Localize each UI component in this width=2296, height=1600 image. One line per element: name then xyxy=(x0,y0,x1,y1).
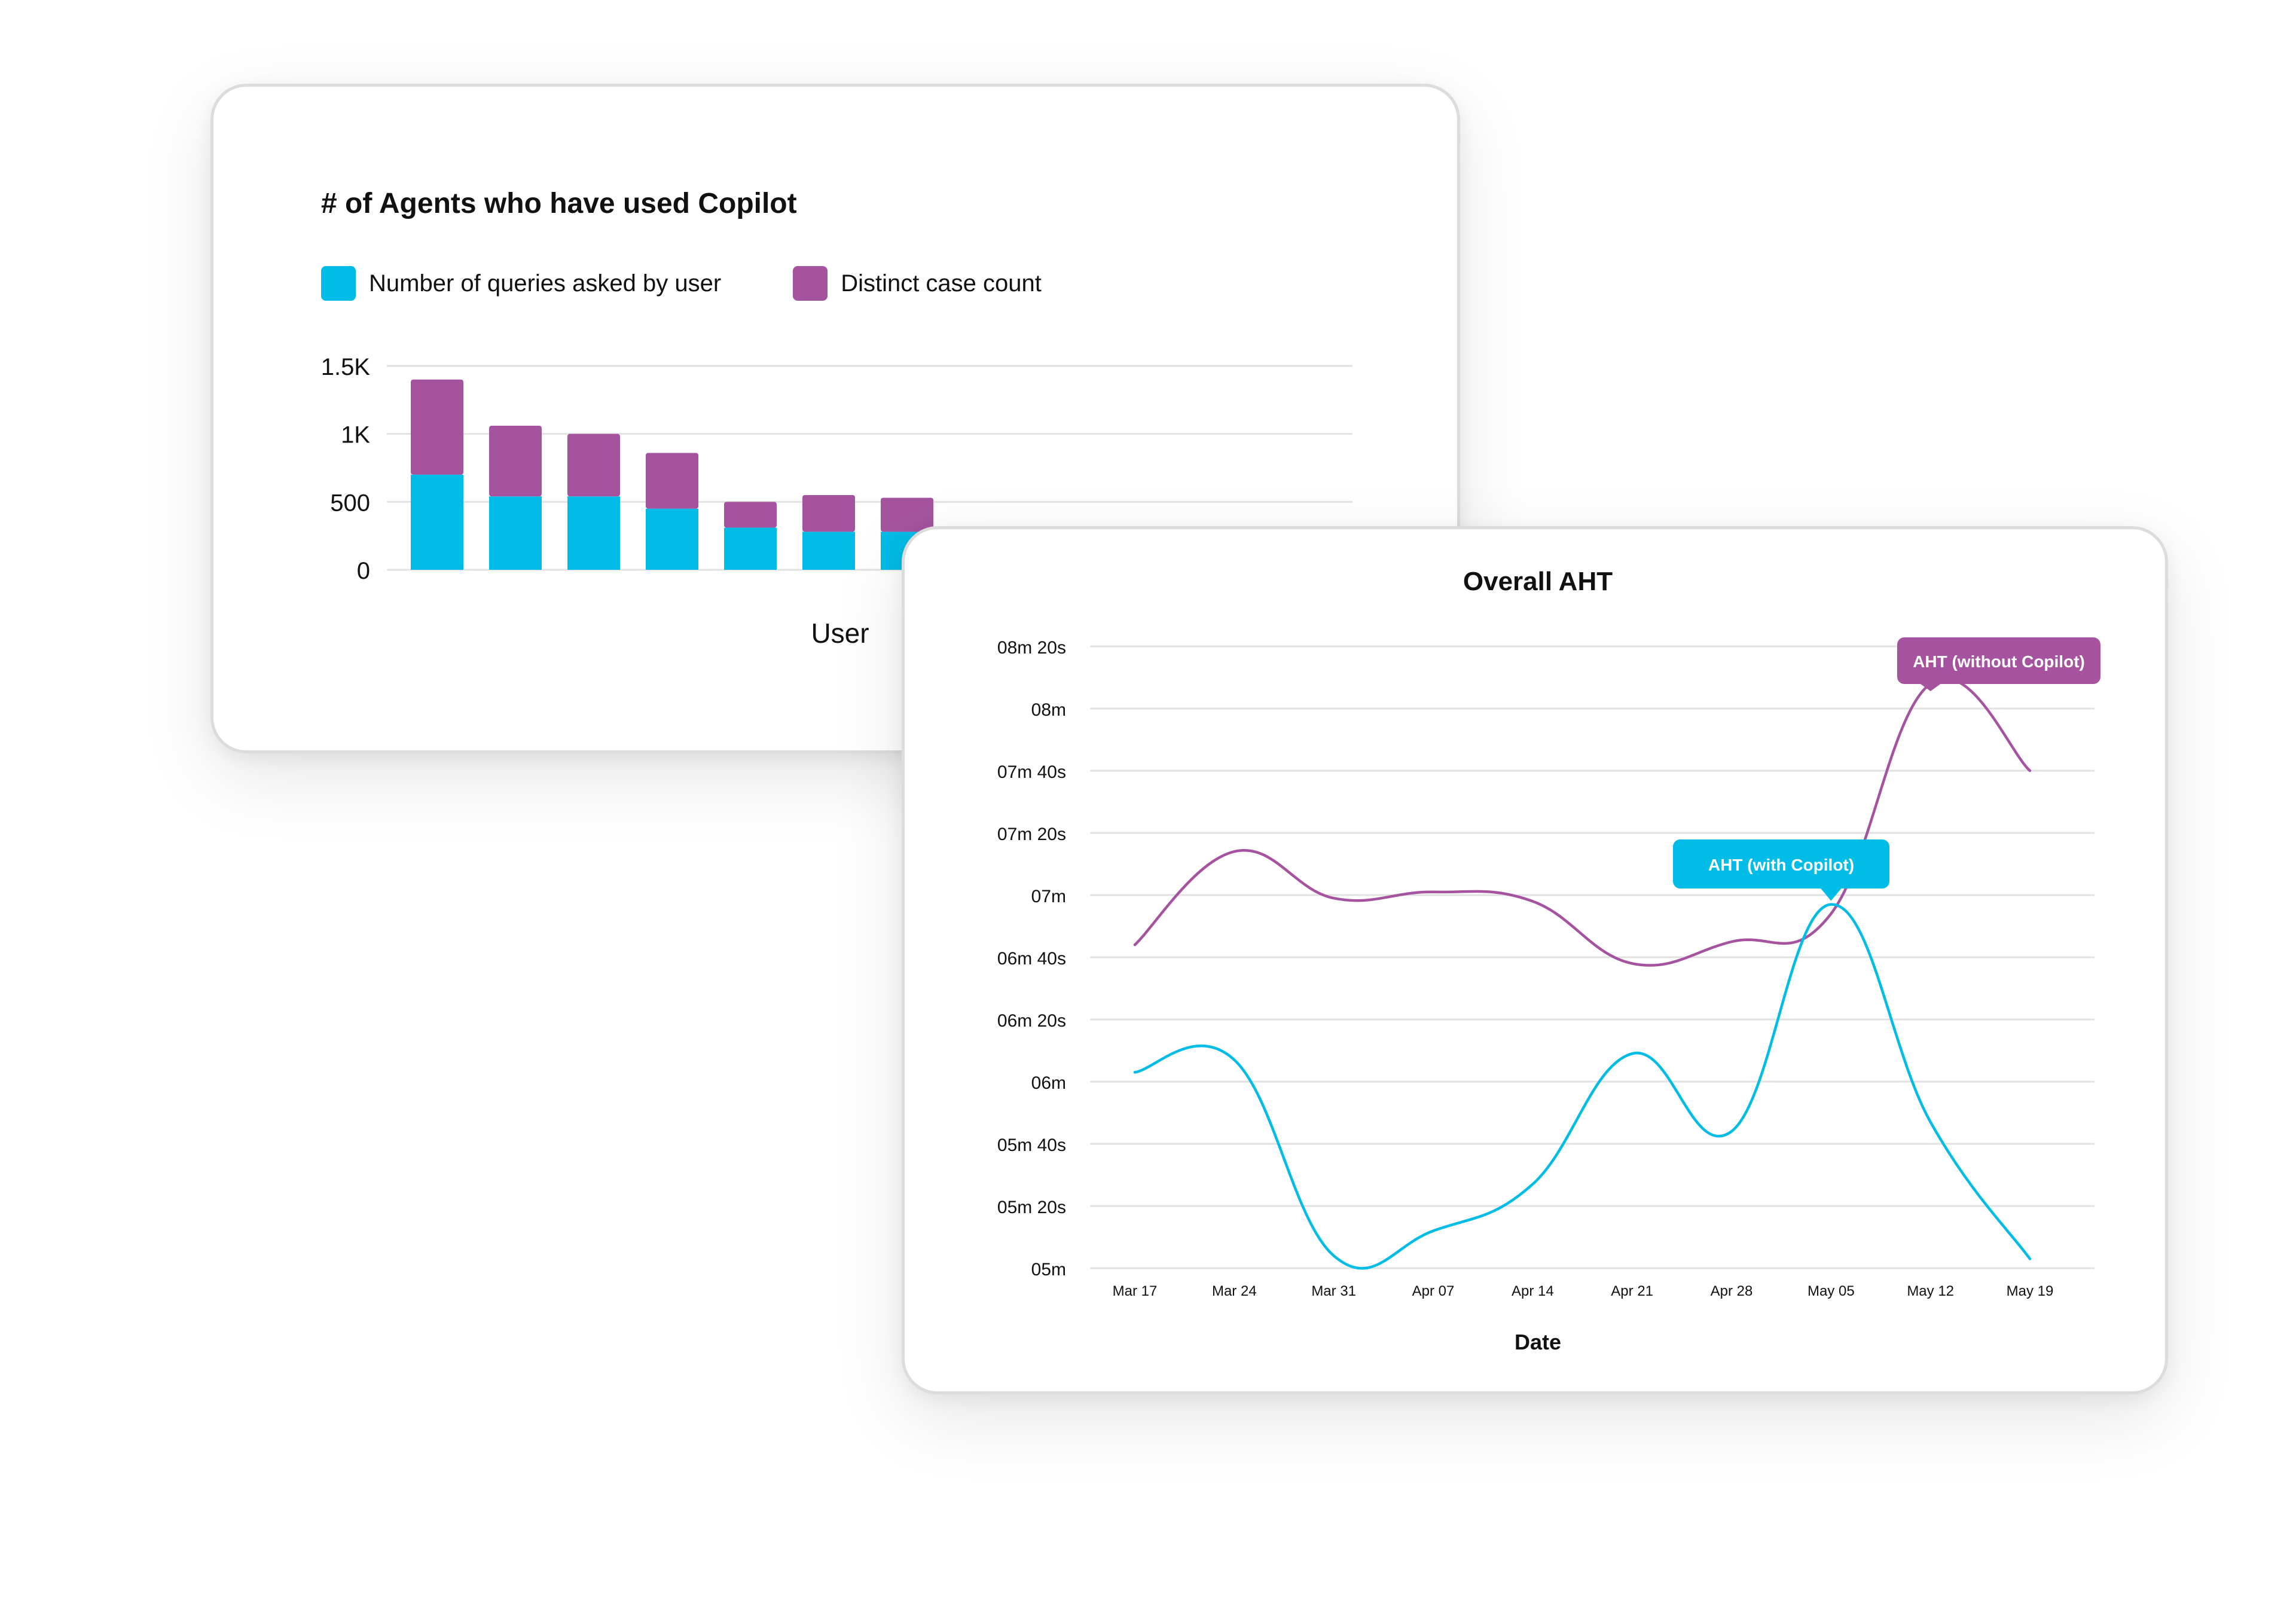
y-tick-label: 0 xyxy=(357,558,370,584)
bar-cases xyxy=(489,426,542,497)
y-tick-label: 07m 20s xyxy=(997,825,1066,844)
callout-with-copilot-box xyxy=(1673,839,1889,888)
y-tick-label: 500 xyxy=(330,490,370,516)
bar-queries xyxy=(411,474,463,570)
aht-chart-card: Overall AHT 05m 05m 20s 05m 40s 06m 06m 20s 06… xyxy=(902,526,2168,1394)
agents-chart-legend: Number of queries asked by user Distinct… xyxy=(321,266,1113,301)
series-line-with-copilot xyxy=(1133,903,2032,1270)
legend-swatch-queries xyxy=(321,266,356,301)
callout-with-copilot-pointer xyxy=(1820,888,1842,901)
x-tick-label: May 19 xyxy=(2007,1283,2054,1299)
x-tick-label: Mar 17 xyxy=(1113,1283,1158,1299)
x-tick-label: Mar 24 xyxy=(1212,1283,1257,1299)
bar-queries xyxy=(489,496,542,570)
bar-queries xyxy=(646,508,698,570)
bar-cases xyxy=(724,502,777,528)
callout-with-copilot-label: AHT (with Copilot) xyxy=(1708,856,1854,874)
x-tick-label: May 12 xyxy=(1907,1283,1954,1299)
legend-label-queries: Number of queries asked by user xyxy=(369,270,722,297)
y-tick-label: 07m xyxy=(1031,887,1066,906)
x-tick-label: Mar 31 xyxy=(1311,1283,1356,1299)
agents-bar-chart: 0 500 1K 1.5K User xyxy=(321,354,1352,649)
x-tick-label: Apr 07 xyxy=(1412,1283,1455,1299)
y-tick-label: 08m xyxy=(1031,700,1066,720)
callout-without-copilot-pointer xyxy=(1919,683,1941,691)
y-tick-label: 06m 20s xyxy=(997,1011,1066,1031)
aht-line-chart: Overall AHT 05m 05m 20s 05m 40s 06m 06m 20s 06… xyxy=(997,567,2100,1354)
bar-queries xyxy=(802,532,855,570)
y-tick-label: 06m 40s xyxy=(997,949,1066,969)
series-line-without-copilot xyxy=(1133,677,2032,967)
legend-swatch-cases xyxy=(793,266,828,301)
x-tick-label: Apr 21 xyxy=(1611,1283,1653,1299)
x-axis-label: User xyxy=(811,618,869,649)
y-tick-label: 08m 20s xyxy=(997,638,1066,658)
y-tick-label: 1.5K xyxy=(321,354,371,380)
agents-chart-title: # of Agents who have used Copilot xyxy=(321,188,797,219)
x-tick-label: Apr 14 xyxy=(1512,1283,1554,1299)
y-tick-label: 05m 20s xyxy=(997,1198,1066,1217)
bar-cases xyxy=(881,497,933,532)
y-tick-label: 07m 40s xyxy=(997,762,1066,782)
bar-cases xyxy=(411,379,463,475)
y-tick-label: 05m 40s xyxy=(997,1135,1066,1155)
y-tick-label: 1K xyxy=(341,422,370,448)
y-tick-label: 05m xyxy=(1031,1260,1066,1280)
callout-without-copilot-label: AHT (without Copilot) xyxy=(1913,652,2085,671)
legend-label-cases: Distinct case count xyxy=(841,270,1042,297)
y-tick-label: 06m xyxy=(1031,1073,1066,1093)
x-tick-label: Apr 28 xyxy=(1711,1283,1753,1299)
bar-cases xyxy=(802,494,855,532)
legend-item-cases[interactable]: Distinct case count xyxy=(793,266,1042,301)
bar-cases xyxy=(646,453,698,509)
agents-chart-card: # of Agents who have used Copilot Number… xyxy=(210,84,1460,753)
aht-chart-title: Overall AHT xyxy=(1463,567,1613,596)
x-axis-label: Date xyxy=(1515,1330,1561,1354)
bar-queries xyxy=(724,527,777,570)
callout-without-copilot-box xyxy=(1897,637,2100,684)
legend-item-queries[interactable]: Number of queries asked by user xyxy=(321,266,721,301)
bar-queries xyxy=(567,496,620,570)
x-tick-label: May 05 xyxy=(1808,1283,1855,1299)
bar-cases xyxy=(567,433,620,497)
